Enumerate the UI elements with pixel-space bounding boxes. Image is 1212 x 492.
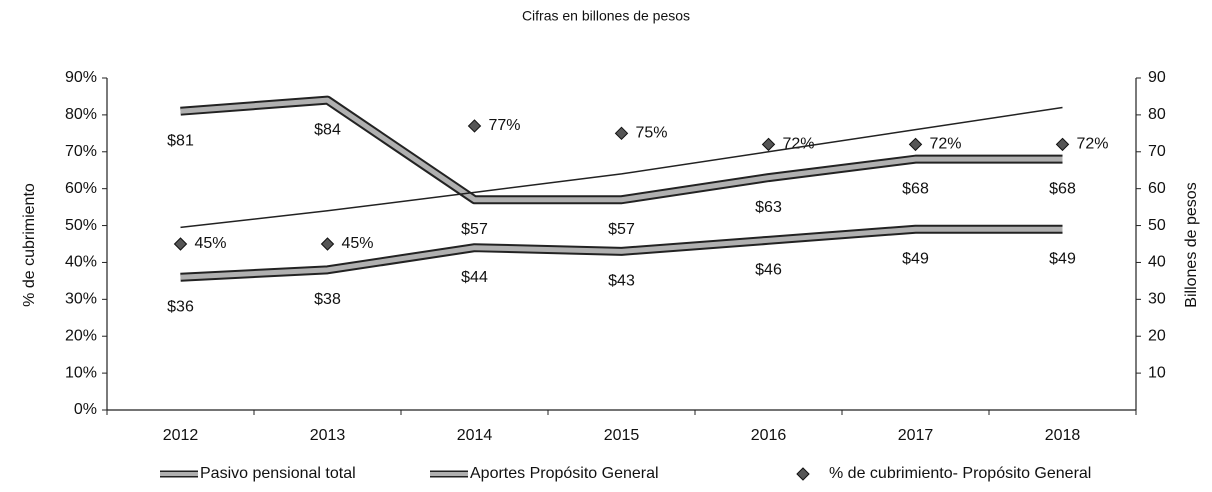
- data-label: $36: [167, 298, 194, 315]
- y-tick-label: 10%: [65, 364, 97, 381]
- legend-label: Aportes Propósito General: [470, 465, 659, 482]
- legend-label: % de cubrimiento- Propósito General: [829, 465, 1091, 482]
- y-tick-label: 90%: [65, 69, 97, 86]
- marker: [467, 119, 482, 133]
- data-label: $49: [902, 250, 929, 267]
- y-tick-label: 30%: [65, 291, 97, 308]
- y-tick-label: 50%: [65, 217, 97, 234]
- y-tick-label: 60%: [65, 180, 97, 197]
- y-tick-label: 70%: [65, 143, 97, 160]
- x-tick-label: 2016: [751, 427, 787, 444]
- x-tick-label: 2018: [1045, 427, 1081, 444]
- y-tick-label: 20%: [65, 327, 97, 344]
- x-tick-label: 2017: [898, 427, 934, 444]
- marker: [614, 126, 629, 141]
- data-label: $63: [755, 199, 782, 216]
- data-label: 72%: [783, 136, 815, 153]
- line: [180, 106, 1063, 229]
- data-label: $38: [314, 291, 341, 308]
- data-label: $68: [1049, 180, 1076, 197]
- x-tick-label: 2013: [310, 427, 346, 444]
- data-label: $84: [314, 121, 341, 138]
- data-label: $44: [461, 269, 488, 286]
- marker: [761, 137, 776, 152]
- y2-axis-label: Billones de pesos: [1183, 182, 1200, 307]
- x-tick-label: 2012: [163, 427, 199, 444]
- line: [180, 226, 1063, 280]
- data-label: $57: [608, 221, 635, 238]
- legend-label: Pasivo pensional total: [200, 465, 356, 482]
- y2-tick-label: 70: [1148, 143, 1166, 160]
- y2-tick-label: 10: [1148, 364, 1166, 381]
- x-tick-label: 2014: [457, 427, 493, 444]
- y2-tick-label: 80: [1148, 106, 1166, 123]
- data-label: 75%: [636, 125, 668, 142]
- data-label: $46: [755, 262, 782, 279]
- y-tick-label: 40%: [65, 254, 97, 271]
- line: [180, 97, 1063, 203]
- marker: [1055, 137, 1070, 152]
- data-label: $49: [1049, 250, 1076, 267]
- y2-tick-label: 20: [1148, 327, 1166, 344]
- chart-subtitle: Cifras en billones de pesos: [522, 8, 690, 24]
- data-label: 72%: [930, 136, 962, 153]
- y2-tick-label: 50: [1148, 217, 1166, 234]
- data-label: $68: [902, 180, 929, 197]
- data-label: 72%: [1077, 136, 1109, 153]
- y2-tick-label: 40: [1148, 254, 1166, 271]
- legend-marker: [796, 467, 810, 481]
- x-tick-label: 2015: [604, 427, 640, 444]
- data-label: 77%: [489, 117, 521, 134]
- data-label: $57: [461, 221, 488, 238]
- data-label: 45%: [342, 235, 374, 252]
- y-tick-label: 0%: [74, 401, 97, 418]
- y2-tick-label: 60: [1148, 180, 1166, 197]
- data-label: $43: [608, 273, 635, 290]
- y-tick-label: 80%: [65, 106, 97, 123]
- data-label: $81: [167, 132, 194, 149]
- y2-tick-label: 30: [1148, 291, 1166, 308]
- y2-tick-label: 90: [1148, 69, 1166, 86]
- data-label: 45%: [195, 235, 227, 252]
- marker: [908, 137, 923, 152]
- marker: [173, 237, 188, 251]
- marker: [320, 237, 335, 251]
- y-axis-label: % de cubrimiento: [21, 183, 38, 307]
